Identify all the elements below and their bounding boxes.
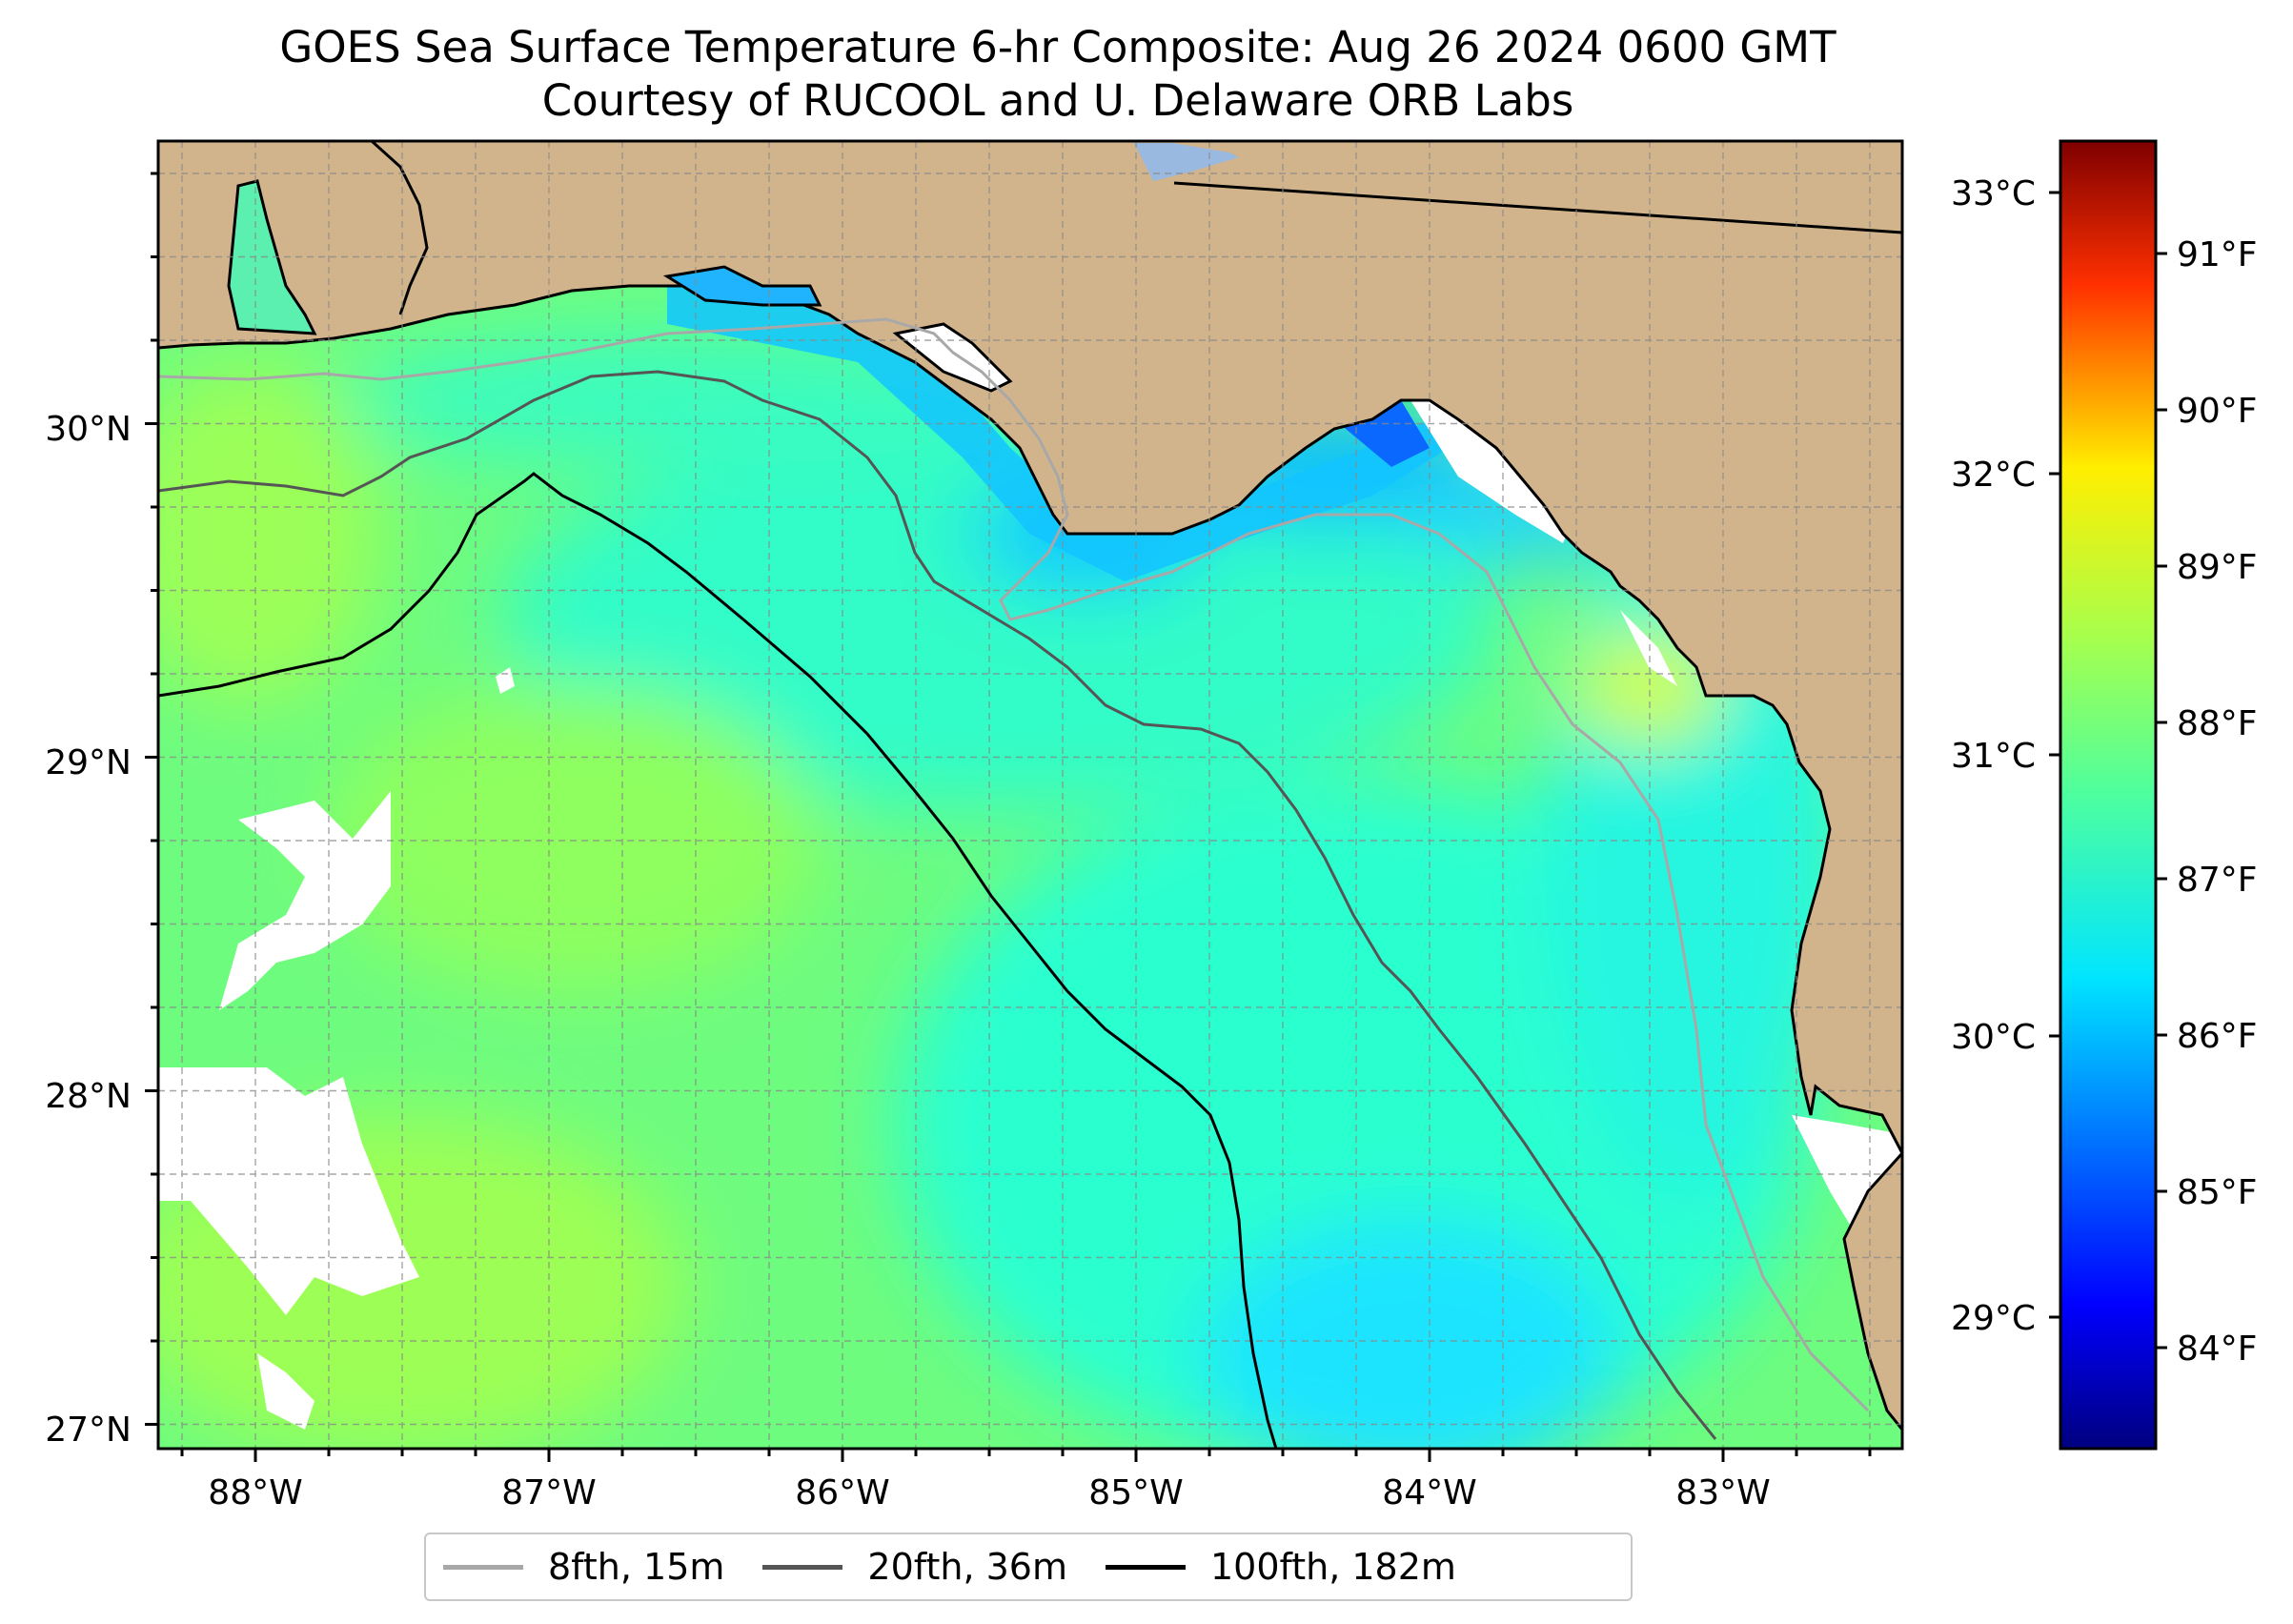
lat-label-27N: 27°N [45,1411,132,1450]
cbar-c-30: 30°C [1951,1018,2036,1057]
lon-label-86W: 86°W [795,1473,889,1512]
axis-ticks [145,172,1872,1462]
cbar-f-84: 84°F [2177,1330,2258,1369]
gridlines [158,141,1902,1449]
latitude-labels: 30°N 29°N 28°N 27°N [45,410,132,1450]
chart-subtitle: Courtesy of RUCOOL and U. Delaware ORB L… [541,75,1574,126]
cbar-f-90: 90°F [2177,392,2258,431]
legend-swatch-36m [762,1564,843,1570]
legend: 8fth, 15m 20fth, 36m 100fth, 182m [424,1533,1633,1601]
cbar-f-89: 89°F [2177,548,2258,587]
cbar-f-86: 86°F [2177,1017,2258,1056]
cbar-c-31: 31°C [1951,737,2036,776]
colorbar-ticks [2049,191,2167,1350]
lake-seminole [1134,143,1239,181]
colorbar [2059,139,2158,1451]
state-boundary-al-ms [370,141,429,315]
legend-swatch-182m [1105,1564,1186,1570]
lat-label-29N: 29°N [45,743,132,782]
legend-label-15m: 8fth, 15m [548,1546,725,1588]
pensacola-bay [662,265,822,307]
map-plot-area [158,141,1902,1449]
legend-swatch-15m [443,1564,523,1570]
sst-variation [158,334,1849,1449]
lat-label-30N: 30°N [45,410,132,449]
legend-label-182m: 100fth, 182m [1209,1546,1456,1588]
legend-item-15m: 8fth, 15m [443,1546,724,1588]
chart-title: GOES Sea Surface Temperature 6-hr Compos… [279,22,1836,72]
isobath-36m [158,370,1717,1440]
lon-label-87W: 87°W [501,1473,596,1512]
state-boundary-ga-fl [1173,181,1902,234]
isobath-15m [158,317,1870,1412]
legend-item-182m: 100fth, 182m [1105,1546,1456,1588]
legend-item-36m: 20fth, 36m [762,1546,1067,1588]
lon-label-88W: 88°W [208,1473,302,1512]
lon-label-85W: 85°W [1088,1473,1183,1512]
lon-label-83W: 83°W [1675,1473,1770,1512]
cbar-f-87: 87°F [2177,861,2258,900]
cbar-c-32: 32°C [1951,456,2036,495]
lat-label-28N: 28°N [45,1077,132,1116]
cbar-f-88: 88°F [2177,704,2258,743]
longitude-labels: 88°W 87°W 86°W 85°W 84°W 83°W [208,1473,1770,1512]
colorbar-fahrenheit-labels: 91°F 90°F 89°F 88°F 87°F 86°F 85°F 84°F [2177,235,2258,1369]
isobath-182m [158,472,1278,1449]
cbar-c-29: 29°C [1951,1299,2036,1338]
cbar-c-33: 33°C [1951,174,2036,213]
colorbar-celsius-labels: 33°C 32°C 31°C 30°C 29°C [1951,174,2036,1338]
lon-label-84W: 84°W [1382,1473,1476,1512]
map-frame [156,139,1904,1451]
legend-label-36m: 20fth, 36m [867,1546,1067,1588]
cbar-f-91: 91°F [2177,235,2258,274]
mobile-bay [227,179,317,335]
coastal-cool-water [667,286,1449,581]
cbar-f-85: 85°F [2177,1173,2258,1212]
